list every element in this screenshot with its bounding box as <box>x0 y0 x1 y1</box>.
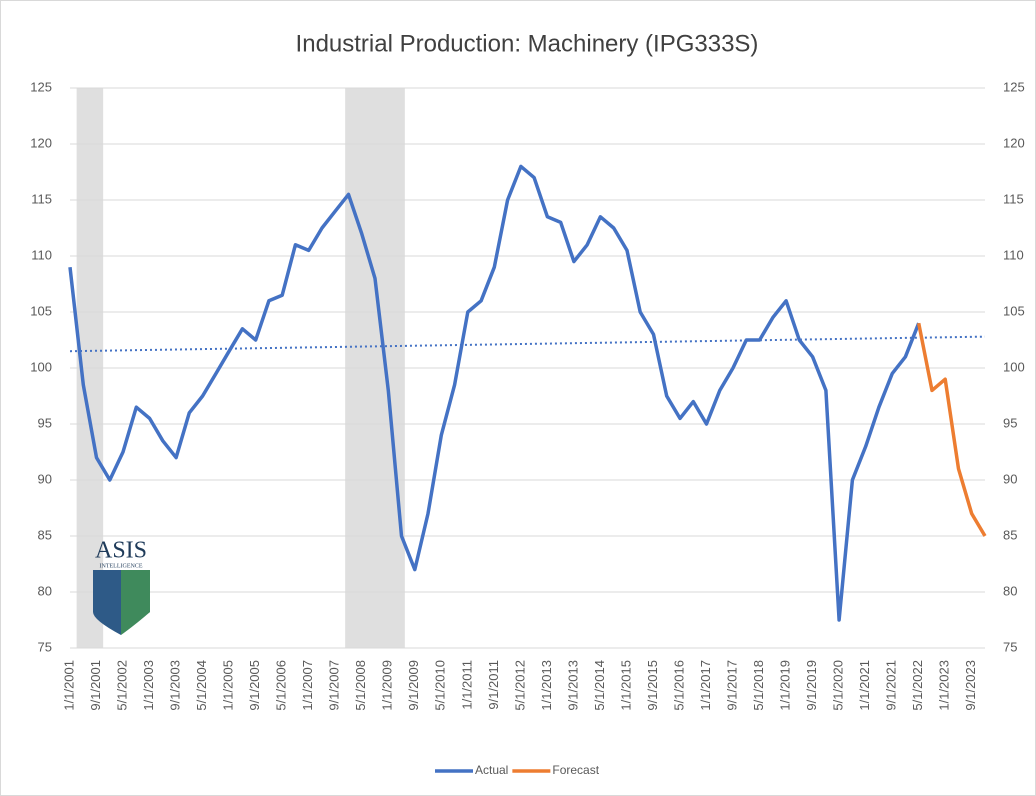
y2-tick-label: 120 <box>1003 135 1025 150</box>
y-tick-label: 110 <box>31 247 52 262</box>
x-tick-label: 1/1/2013 <box>539 660 554 711</box>
x-tick-label: 1/1/2005 <box>221 660 236 711</box>
x-tick-label: 9/1/2023 <box>963 660 978 711</box>
y2-tick-label: 95 <box>1003 415 1017 430</box>
x-tick-label: 5/1/2014 <box>592 660 607 711</box>
x-tick-label: 1/1/2007 <box>300 660 315 711</box>
series-line <box>68 164 921 622</box>
x-tick-label: 9/1/2003 <box>168 660 183 711</box>
x-tick-label: 9/1/2013 <box>565 660 580 711</box>
y2-tick-label: 105 <box>1003 303 1025 318</box>
y2-tick-label: 90 <box>1003 471 1017 486</box>
x-tick-label: 9/1/2005 <box>247 660 262 711</box>
x-tick-label: 1/1/2001 <box>61 660 76 711</box>
logo-subtitle: INTELLIGENCE <box>100 563 143 569</box>
x-tick-label: 5/1/2022 <box>910 660 925 711</box>
x-tick-label: 9/1/2019 <box>804 660 819 711</box>
x-tick-label: 1/1/2017 <box>698 660 713 711</box>
x-tick-label: 5/1/2002 <box>114 660 129 711</box>
logo-shield-right <box>121 570 150 635</box>
x-tick-label: 5/1/2004 <box>194 660 209 711</box>
x-tick-label: 9/1/2001 <box>88 660 103 711</box>
x-tick-label: 1/1/2021 <box>857 660 872 711</box>
y-tick-label: 95 <box>38 415 52 430</box>
y-tick-label: 120 <box>30 135 52 150</box>
x-tick-label: 5/1/2008 <box>353 660 368 711</box>
y2-tick-label: 115 <box>1003 191 1024 206</box>
y-tick-label: 80 <box>38 583 52 598</box>
y-tick-label: 90 <box>38 471 52 486</box>
y2-tick-label: 80 <box>1003 583 1017 598</box>
legend-label: Actual <box>475 763 508 777</box>
logo: ASIS INTELLIGENCE <box>93 538 150 635</box>
y2-tick-label: 110 <box>1003 247 1024 262</box>
x-tick-label: 9/1/2015 <box>645 660 660 711</box>
chart-title: Industrial Production: Machinery (IPG333… <box>296 30 759 57</box>
x-tick-label: 5/1/2012 <box>512 660 527 711</box>
y-tick-label: 100 <box>30 359 52 374</box>
logo-name: ASIS <box>95 538 147 564</box>
y-tick-label: 105 <box>30 303 52 318</box>
y-tick-label: 125 <box>30 79 52 94</box>
y2-tick-label: 125 <box>1003 79 1025 94</box>
x-tick-label: 5/1/2006 <box>274 660 289 711</box>
x-tick-label: 9/1/2009 <box>406 660 421 711</box>
x-tick-label: 5/1/2010 <box>433 660 448 711</box>
x-tick-label: 1/1/2015 <box>618 660 633 711</box>
x-tick-label: 1/1/2003 <box>141 660 156 711</box>
y-tick-label: 115 <box>31 191 52 206</box>
x-tick-label: 9/1/2021 <box>884 660 899 711</box>
y2-tick-label: 85 <box>1003 527 1017 542</box>
legend-label: Forecast <box>552 763 599 777</box>
legend: Actual Forecast <box>435 763 600 777</box>
x-tick-label: 5/1/2016 <box>671 660 686 711</box>
x-tick-label: 9/1/2011 <box>486 660 501 710</box>
y2-tick-label: 100 <box>1003 359 1025 374</box>
y-tick-label: 75 <box>38 639 52 654</box>
x-tick-label: 9/1/2007 <box>327 660 342 711</box>
x-tick-label: 1/1/2019 <box>778 660 793 711</box>
x-tick-label: 1/1/2023 <box>937 660 952 711</box>
x-tick-label: 1/1/2011 <box>459 660 474 710</box>
x-tick-label: 1/1/2009 <box>380 660 395 711</box>
x-tick-label: 5/1/2018 <box>751 660 766 711</box>
y-tick-label: 85 <box>38 527 52 542</box>
y2-tick-label: 75 <box>1003 639 1017 654</box>
series-line <box>916 322 987 537</box>
x-tick-label: 9/1/2017 <box>724 660 739 711</box>
x-tick-label: 5/1/2020 <box>831 660 846 711</box>
